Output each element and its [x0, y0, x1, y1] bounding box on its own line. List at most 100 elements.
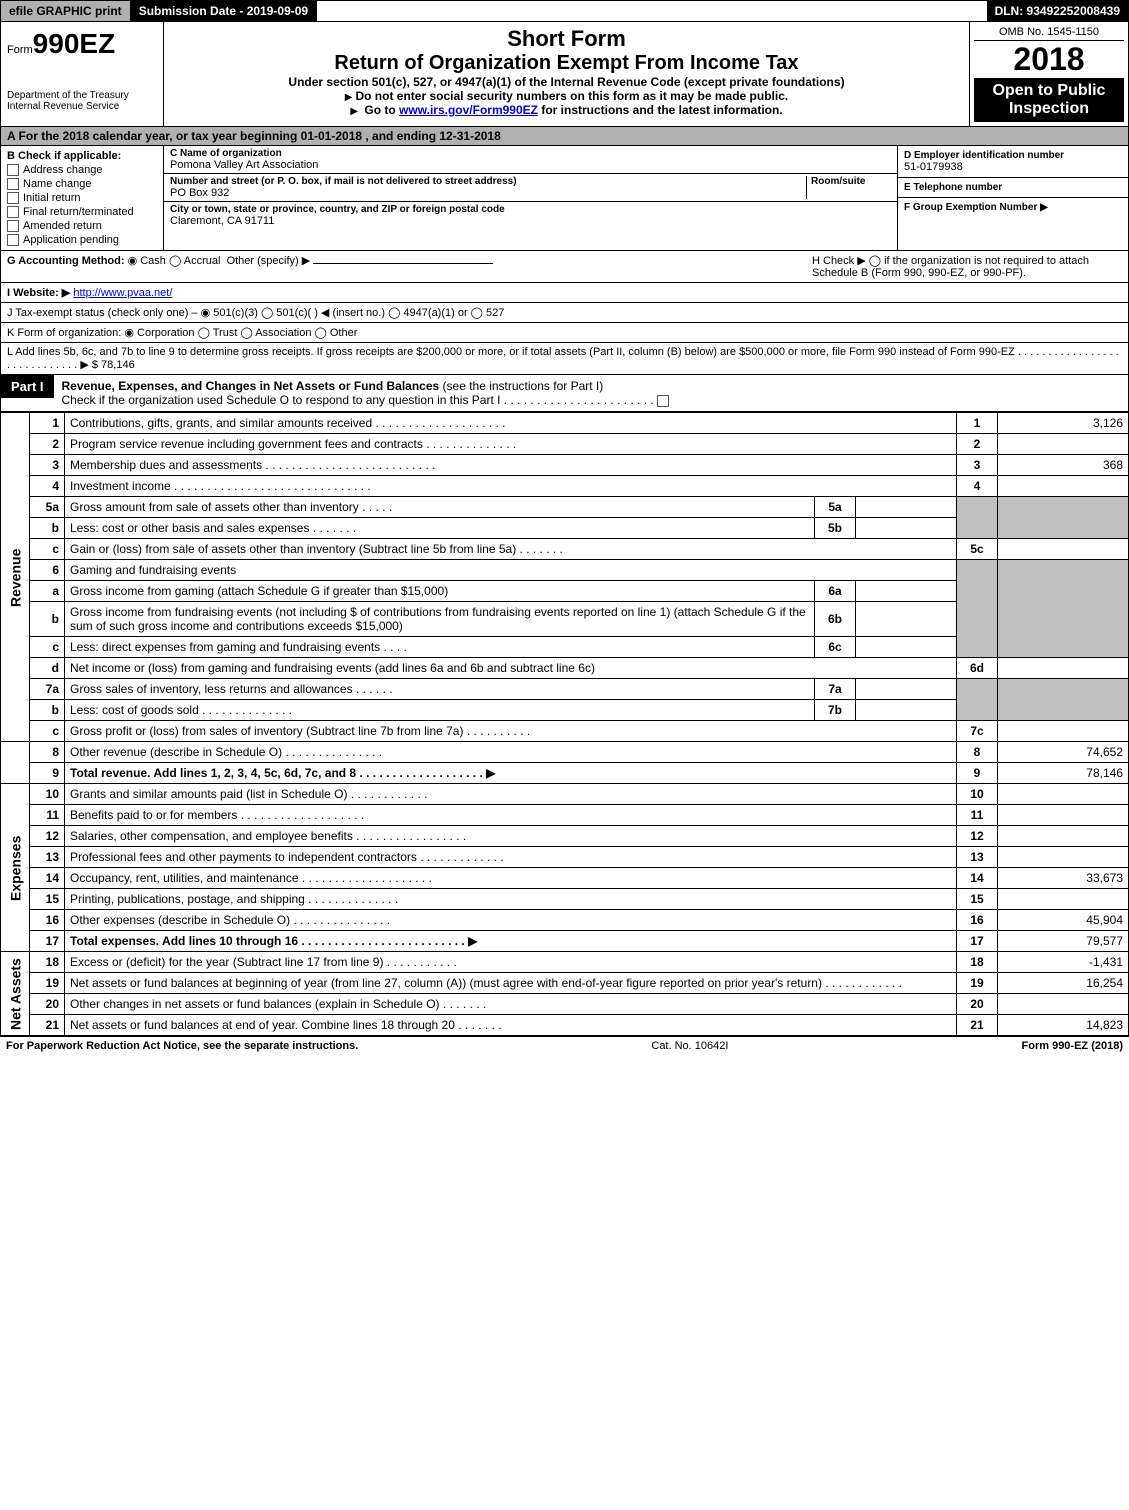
col-val — [998, 826, 1129, 847]
line-j: J Tax-exempt status (check only one) – ◉… — [0, 303, 1129, 323]
line-num: 14 — [30, 868, 65, 889]
inner-val — [856, 602, 957, 637]
line-desc: Total revenue. Add lines 1, 2, 3, 4, 5c,… — [65, 763, 957, 784]
inner-val — [856, 679, 957, 700]
checkbox-icon — [7, 220, 19, 232]
check-name-change[interactable]: Name change — [7, 178, 157, 190]
check-amended-return[interactable]: Amended return — [7, 220, 157, 232]
col-num: 14 — [957, 868, 998, 889]
phone-label: E Telephone number — [904, 182, 1122, 193]
line-desc: Total expenses. Add lines 10 through 16 … — [65, 931, 957, 952]
col-val-shade — [998, 679, 1129, 721]
ssn-note: Do not enter social security numbers on … — [170, 89, 963, 103]
goto-prefix: Go to — [364, 103, 399, 117]
part-i-check-note: Check if the organization used Schedule … — [62, 393, 654, 407]
section-d: D Employer identification number 51-0179… — [898, 146, 1128, 250]
line-desc: Occupancy, rent, utilities, and maintena… — [65, 868, 957, 889]
goto-link[interactable]: www.irs.gov/Form990EZ — [399, 103, 538, 117]
form-prefix: Form — [7, 44, 33, 56]
line-num: c — [30, 721, 65, 742]
col-val: 3,126 — [998, 413, 1129, 434]
ein-cell: D Employer identification number 51-0179… — [898, 146, 1128, 178]
col-val: 45,904 — [998, 910, 1129, 931]
form-subtitle: Under section 501(c), 527, or 4947(a)(1)… — [170, 75, 963, 89]
col-num-shade — [957, 497, 998, 539]
line-desc: Membership dues and assessments . . . . … — [65, 455, 957, 476]
info-block: B Check if applicable: Address change Na… — [0, 146, 1129, 251]
check-initial-return[interactable]: Initial return — [7, 192, 157, 204]
table-row: 19 Net assets or fund balances at beginn… — [1, 973, 1129, 994]
line-num: 3 — [30, 455, 65, 476]
line-desc: Less: cost or other basis and sales expe… — [65, 518, 815, 539]
line-l: L Add lines 5b, 6c, and 7b to line 9 to … — [0, 343, 1129, 375]
checkbox-icon[interactable] — [657, 395, 669, 407]
col-num: 21 — [957, 1015, 998, 1036]
line-num: 11 — [30, 805, 65, 826]
table-row: 13 Professional fees and other payments … — [1, 847, 1129, 868]
section-b: B Check if applicable: Address change Na… — [1, 146, 164, 250]
table-row: c Gain or (loss) from sale of assets oth… — [1, 539, 1129, 560]
org-name-label: C Name of organization — [170, 148, 891, 159]
open-to-public: Open to Public Inspection — [974, 78, 1124, 122]
inner-num: 6a — [815, 581, 856, 602]
line-num: 17 — [30, 931, 65, 952]
check-application-pending[interactable]: Application pending — [7, 234, 157, 246]
line-l-text: L Add lines 5b, 6c, and 7b to line 9 to … — [7, 346, 1119, 371]
room-label: Room/suite — [811, 176, 891, 187]
check-label: Amended return — [23, 220, 102, 232]
line-k: K Form of organization: ◉ Corporation ◯ … — [0, 323, 1129, 343]
check-final-return[interactable]: Final return/terminated — [7, 206, 157, 218]
table-row: 8 Other revenue (describe in Schedule O)… — [1, 742, 1129, 763]
col-num: 13 — [957, 847, 998, 868]
check-label: Application pending — [23, 234, 119, 246]
line-num: c — [30, 539, 65, 560]
line-desc: Less: direct expenses from gaming and fu… — [65, 637, 815, 658]
inner-val — [856, 637, 957, 658]
line-num: 5a — [30, 497, 65, 518]
table-row: 15 Printing, publications, postage, and … — [1, 889, 1129, 910]
col-val — [998, 434, 1129, 455]
revenue-side-label-cont — [1, 742, 30, 784]
line-desc: Less: cost of goods sold . . . . . . . .… — [65, 700, 815, 721]
col-val-shade — [998, 497, 1129, 539]
ssn-note-text: Do not enter social security numbers on … — [355, 89, 788, 103]
line-num: 1 — [30, 413, 65, 434]
dept-treasury: Department of the Treasury — [7, 90, 157, 101]
line-desc: Other expenses (describe in Schedule O) … — [65, 910, 957, 931]
inner-num: 5b — [815, 518, 856, 539]
dln-label: DLN: 93492252008439 — [987, 1, 1128, 21]
dept-irs: Internal Revenue Service — [7, 101, 157, 112]
line-num: c — [30, 637, 65, 658]
website-link[interactable]: http://www.pvaa.net/ — [73, 287, 172, 299]
table-row: 11 Benefits paid to or for members . . .… — [1, 805, 1129, 826]
line-g-h: G Accounting Method: ◉ Cash ◯ Accrual Ot… — [0, 251, 1129, 283]
line-g-prefix: G Accounting Method: — [7, 255, 128, 267]
line-num: 13 — [30, 847, 65, 868]
table-row: 4 Investment income . . . . . . . . . . … — [1, 476, 1129, 497]
col-num: 18 — [957, 952, 998, 973]
org-name-cell: C Name of organization Pomona Valley Art… — [164, 146, 897, 174]
col-val: 78,146 — [998, 763, 1129, 784]
col-val: 14,823 — [998, 1015, 1129, 1036]
city-cell: City or town, state or province, country… — [164, 202, 897, 229]
page-footer: For Paperwork Reduction Act Notice, see … — [0, 1036, 1129, 1055]
footer-left: For Paperwork Reduction Act Notice, see … — [6, 1040, 358, 1052]
line-num: 18 — [30, 952, 65, 973]
check-address-change[interactable]: Address change — [7, 164, 157, 176]
check-label: Address change — [23, 164, 103, 176]
table-row: 7a Gross sales of inventory, less return… — [1, 679, 1129, 700]
table-row: c Gross profit or (loss) from sales of i… — [1, 721, 1129, 742]
submission-date: Submission Date - 2019-09-09 — [131, 1, 317, 21]
col-val: 74,652 — [998, 742, 1129, 763]
inner-val — [856, 497, 957, 518]
section-c: C Name of organization Pomona Valley Art… — [164, 146, 898, 250]
inner-num: 6c — [815, 637, 856, 658]
col-num: 16 — [957, 910, 998, 931]
inner-num: 7a — [815, 679, 856, 700]
line-num: b — [30, 602, 65, 637]
col-val — [998, 805, 1129, 826]
part-i-title-rest: (see the instructions for Part I) — [439, 379, 603, 393]
col-val: -1,431 — [998, 952, 1129, 973]
col-val — [998, 721, 1129, 742]
table-row: 6 Gaming and fundraising events — [1, 560, 1129, 581]
